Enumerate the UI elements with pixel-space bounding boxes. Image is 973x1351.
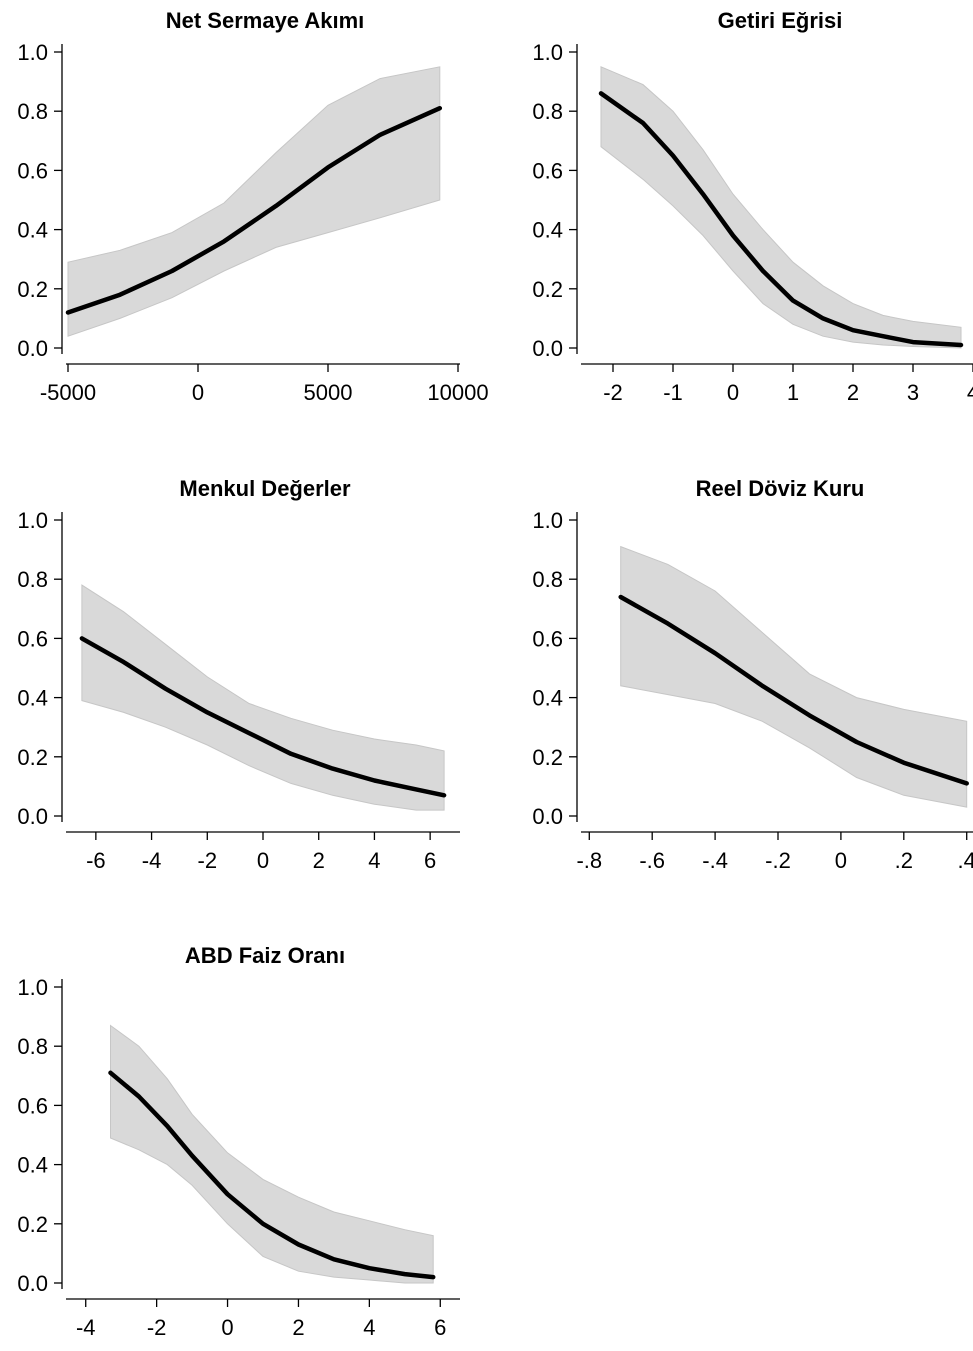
- y-tick-label: 0.4: [17, 218, 48, 243]
- y-tick-label: 0.0: [17, 1271, 48, 1296]
- y-tick-label: 0.6: [17, 626, 48, 651]
- x-tick-label: -.4: [702, 848, 728, 873]
- y-tick-label: 0.0: [17, 804, 48, 829]
- x-tick-label: 1: [787, 380, 799, 405]
- x-tick-label: .4: [958, 848, 973, 873]
- panel-net-sermaye-akimi: Net Sermaye Akımı 0.0 0.2 0.4 0.6 0.8 1.0 -500…: [17, 8, 488, 405]
- y-tick-label: 0.4: [532, 218, 563, 243]
- x-tick-label: 4: [363, 1315, 375, 1340]
- y-tick-label: 0.6: [532, 626, 563, 651]
- y-tick-label: 0.2: [532, 745, 563, 770]
- x-tick-label: -1: [663, 380, 683, 405]
- x-tick-label: -.6: [639, 848, 665, 873]
- panel-title: Getiri Eğrisi: [718, 8, 843, 33]
- x-tick-label: 10000: [427, 380, 488, 405]
- confidence-band: [68, 67, 440, 336]
- x-tick-label: 0: [192, 380, 204, 405]
- x-tick-label: -5000: [40, 380, 96, 405]
- panel-title: Net Sermaye Akımı: [166, 8, 365, 33]
- x-tick-label: 4: [967, 380, 973, 405]
- x-tick-label: -4: [142, 848, 162, 873]
- y-tick-label: 0.4: [17, 686, 48, 711]
- x-tick-label: 0: [727, 380, 739, 405]
- y-tick-label: 0.2: [17, 277, 48, 302]
- y-tick-label: 0.4: [532, 686, 563, 711]
- y-tick-label: 0.4: [17, 1153, 48, 1178]
- x-tick-label: -.2: [765, 848, 791, 873]
- x-tick-label: 3: [907, 380, 919, 405]
- y-tick-label: 0.8: [532, 567, 563, 592]
- y-tick-label: 0.6: [17, 1093, 48, 1118]
- x-tick-label: -2: [147, 1315, 167, 1340]
- x-tick-label: -.8: [576, 848, 602, 873]
- x-tick-label: .2: [895, 848, 913, 873]
- y-tick-label: 1.0: [17, 508, 48, 533]
- y-tick-label: 0.2: [532, 277, 563, 302]
- x-tick-label: 2: [847, 380, 859, 405]
- x-tick-label: 6: [424, 848, 436, 873]
- y-tick-label: 0.0: [532, 336, 563, 361]
- x-tick-label: -2: [603, 380, 623, 405]
- x-tick-label: 2: [313, 848, 325, 873]
- y-tick-label: 1.0: [532, 40, 563, 65]
- y-tick-label: 0.6: [17, 158, 48, 183]
- x-tick-label: -4: [76, 1315, 96, 1340]
- confidence-band: [601, 67, 961, 348]
- x-tick-label: 5000: [304, 380, 353, 405]
- x-tick-label: -2: [198, 848, 218, 873]
- x-tick-label: 0: [835, 848, 847, 873]
- y-tick-label: 0.2: [17, 1212, 48, 1237]
- y-tick-label: 0.8: [17, 1034, 48, 1059]
- confidence-band: [82, 585, 444, 810]
- y-tick-label: 0.2: [17, 745, 48, 770]
- panel-title: Reel Döviz Kuru: [696, 476, 865, 501]
- panel-title: Menkul Değerler: [179, 476, 351, 501]
- y-tick-label: 0.8: [532, 99, 563, 124]
- y-tick-label: 1.0: [532, 508, 563, 533]
- y-tick-label: 0.0: [532, 804, 563, 829]
- panel-menkul-degerler: Menkul Değerler 0.0 0.2 0.4 0.6 0.8 1.0 -6 -4 -2…: [17, 476, 460, 873]
- y-tick-label: 0.8: [17, 567, 48, 592]
- confidence-band: [111, 1026, 434, 1284]
- panel-reel-doviz-kuru: Reel Döviz Kuru 0.00.20.40.60.81.0-.8 -.6…: [532, 476, 973, 873]
- y-tick-label: 0.8: [17, 99, 48, 124]
- panel-title: ABD Faiz Oranı: [185, 943, 345, 968]
- y-tick-label: 1.0: [17, 975, 48, 1000]
- x-tick-label: 2: [292, 1315, 304, 1340]
- panel-abd-faiz-orani: ABD Faiz Oranı 0.0 0.2 0.4 0.6 0.8 1.0 -4 -2 0 2 4…: [17, 943, 460, 1340]
- y-tick-label: 0.6: [532, 158, 563, 183]
- y-tick-label: 1.0: [17, 40, 48, 65]
- panel-getiri-egrisi: Getiri Eğrisi 0.0 0.2 0.4 0.6 0.8 1.0 -2 -1 0 1 2 3…: [532, 8, 973, 405]
- x-tick-label: 6: [434, 1315, 446, 1340]
- x-tick-label: -6: [86, 848, 106, 873]
- x-tick-label: 0: [221, 1315, 233, 1340]
- x-tick-label: 0: [257, 848, 269, 873]
- x-tick-label: 4: [368, 848, 380, 873]
- y-tick-label: 0.0: [17, 336, 48, 361]
